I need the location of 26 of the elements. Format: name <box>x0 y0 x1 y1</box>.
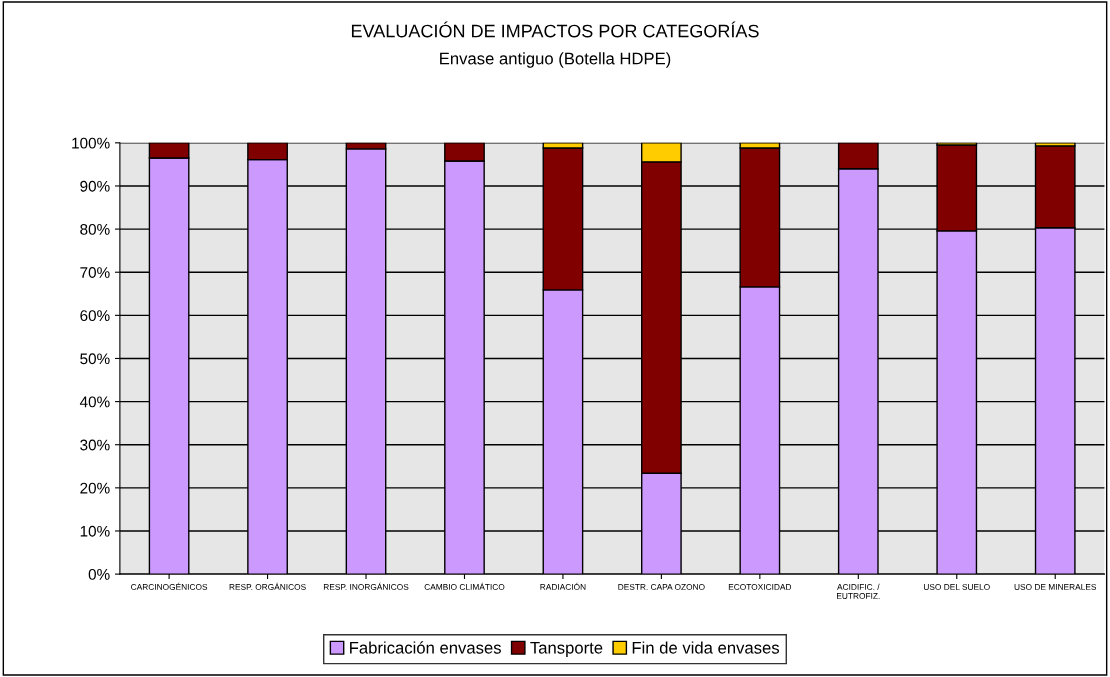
chart-subtitle: Envase antiguo (Botella HDPE) <box>440 52 671 68</box>
x-tick-label: RADIACIÓN <box>540 582 586 590</box>
y-tick-label: 60% <box>80 310 110 322</box>
y-tick-label: 100% <box>72 137 110 149</box>
chart-title: EVALUACIÓN DE IMPACTOS POR CATEGORÍAS <box>351 21 759 38</box>
y-tick-label: 20% <box>80 482 110 494</box>
y-tick-label: 80% <box>80 223 110 235</box>
x-tick-label: ECOTOXICIDAD <box>728 584 792 590</box>
y-tick-label: 70% <box>80 267 110 278</box>
legend-label: Fabricación envases <box>350 641 501 654</box>
x-tick-label: RESP. INORGÁNICOS <box>323 582 409 590</box>
x-tick-label: ACIDIFIC. / EUTROFIZ. <box>837 583 880 599</box>
legend-label: Tansporte <box>530 642 603 657</box>
y-tick-label: 0% <box>88 568 110 580</box>
x-tick-label: RESP. ORGÁNICOS <box>229 582 306 590</box>
x-tick-label: CAMBIO CLIMÁTICO <box>424 582 505 590</box>
y-tick-label: 30% <box>80 439 110 451</box>
y-tick-label: 50% <box>80 353 110 365</box>
x-tick-label: USO DE MINERALES <box>1014 584 1097 590</box>
y-tick-label: 40% <box>79 396 110 408</box>
x-tick-label: USO DEL SUELO <box>923 584 990 590</box>
legend-label: Fin de vida envases <box>632 641 780 654</box>
x-tick-label: CARCINOGÉNICOS <box>131 582 208 590</box>
x-tick-label: DESTR. CAPA OZONO <box>618 584 705 590</box>
y-tick-label: 10% <box>80 525 110 537</box>
y-tick-label: 90% <box>80 180 110 192</box>
